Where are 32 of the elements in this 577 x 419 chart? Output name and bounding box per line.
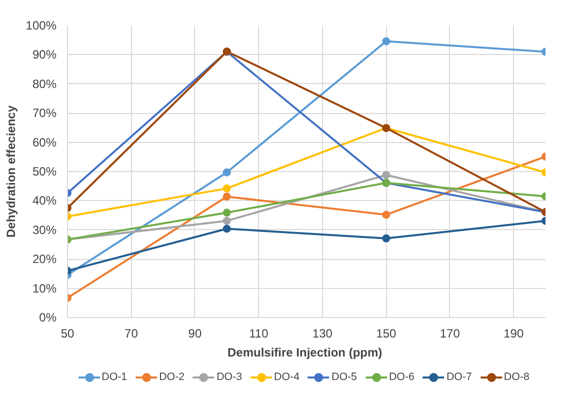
legend-label: DO-3 bbox=[216, 371, 242, 383]
x-tick-label: 190 bbox=[504, 326, 524, 340]
y-axis-title: Dehydration effeciency bbox=[4, 105, 18, 238]
x-axis-title: Demulsifire Injection (ppm) bbox=[227, 346, 382, 360]
legend-label: DO-7 bbox=[446, 371, 472, 383]
legend-label: DO-2 bbox=[159, 371, 185, 383]
x-tick-label: 150 bbox=[376, 326, 397, 340]
y-tick-label: 50% bbox=[32, 164, 57, 178]
y-tick-label: 60% bbox=[32, 135, 57, 150]
x-tick-label: 170 bbox=[440, 326, 460, 340]
y-tick-label: 90% bbox=[32, 48, 57, 62]
x-tick-label: 70 bbox=[124, 326, 138, 340]
point bbox=[222, 216, 231, 225]
y-tick-label: 70% bbox=[32, 106, 57, 120]
legend-label: DO-8 bbox=[504, 371, 530, 383]
x-tick-label: 90 bbox=[188, 326, 202, 340]
y-tick-label: 0% bbox=[39, 310, 57, 324]
point bbox=[382, 171, 390, 179]
point bbox=[222, 208, 231, 217]
y-tick-label: 80% bbox=[32, 76, 57, 91]
y-tick-label: 20% bbox=[32, 252, 57, 266]
y-tick-label: 40% bbox=[32, 194, 57, 208]
y-tick-label: 30% bbox=[32, 222, 57, 237]
y-tick-label: 10% bbox=[32, 281, 57, 296]
legend-label: DO-5 bbox=[332, 371, 357, 383]
legend-label: DO-1 bbox=[102, 371, 128, 383]
x-tick-label: 130 bbox=[312, 326, 333, 340]
y-tick-label: 100% bbox=[26, 18, 57, 32]
x-tick-label: 50 bbox=[60, 326, 74, 340]
legend-label: DO-6 bbox=[388, 371, 414, 383]
x-tick-label: 110 bbox=[249, 326, 269, 340]
legend-label: DO-4 bbox=[274, 371, 300, 383]
